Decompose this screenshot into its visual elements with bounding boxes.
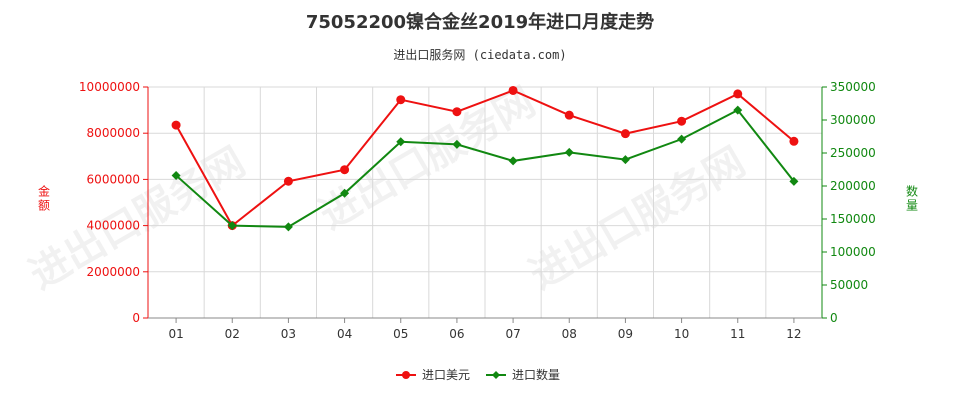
data-point[interactable] [396,137,406,147]
data-point[interactable] [340,188,350,198]
legend-label: 进口美元 [422,368,470,382]
data-point[interactable] [508,156,518,166]
left-axis-title: 金额 [38,184,50,213]
data-point[interactable] [396,95,406,105]
left-axis-tick-label: 10000000 [79,80,140,94]
right-axis-tick-label: 100000 [830,245,876,259]
x-axis-tick-label: 01 [168,327,183,341]
right-axis-tick-label: 300000 [830,113,876,127]
data-point[interactable] [677,116,687,126]
data-point[interactable] [733,105,743,115]
left-axis-tick-label: 4000000 [87,219,140,233]
right-axis-tick-label: 50000 [830,278,868,292]
series-1 [171,85,799,231]
grid-lines [148,86,822,318]
right-axis-tick-label: 150000 [830,212,876,226]
data-point[interactable] [677,134,687,144]
x-axis-tick-label: 10 [674,327,689,341]
data-point[interactable] [789,136,799,146]
series-line [175,89,795,228]
series-layer [171,85,799,232]
right-axis-title: 数量 [906,184,918,213]
x-axis-tick-label: 03 [281,327,296,341]
left-axis-tick-label: 0 [132,311,140,325]
data-point[interactable] [620,129,630,139]
x-axis-tick-label: 11 [730,327,745,341]
x-axis-tick-label: 05 [393,327,408,341]
chart-subtitle: 进出口服务网 (ciedata.com) [393,48,567,62]
x-axis-tick-label: 12 [786,327,801,341]
left-axis-tick-label: 6000000 [87,172,140,186]
legend-marker [402,371,410,379]
legend-label: 进口数量 [512,367,560,382]
data-point[interactable] [789,176,799,186]
data-point[interactable] [227,221,237,231]
x-axis-tick-label: 02 [225,327,240,341]
right-axis-tick-label: 350000 [830,80,876,94]
data-point[interactable] [564,147,574,157]
legend-item[interactable]: 进口美元 [396,368,470,382]
legend-marker [492,371,500,379]
x-axis-tick-label: 04 [337,327,352,341]
data-point[interactable] [733,89,743,99]
right-axis-tick-label: 250000 [830,146,876,160]
legend[interactable]: 进口美元 进口数量 [396,367,560,382]
right-axis-tick-label: 200000 [830,179,876,193]
data-point[interactable] [452,107,462,117]
axes: 0200000040000006000000800000010000000050… [38,80,918,341]
series-2 [171,105,799,232]
watermark-text: 进出口服务网 [522,139,753,299]
data-point[interactable] [283,222,293,232]
data-point[interactable] [171,120,181,130]
data-point[interactable] [452,139,462,149]
series-line [175,108,795,228]
data-point[interactable] [283,176,293,186]
x-axis-tick-label: 09 [618,327,633,341]
data-point[interactable] [620,155,630,165]
data-point[interactable] [171,170,181,180]
left-axis-tick-label: 8000000 [87,126,140,140]
x-axis-tick-label: 07 [505,327,520,341]
data-point[interactable] [564,110,574,120]
data-point[interactable] [340,165,350,175]
chart-title: 75052200镍合金丝2019年进口月度走势 [305,12,655,33]
legend-item[interactable]: 进口数量 [486,367,560,382]
data-point[interactable] [508,85,518,95]
x-axis-tick-label: 08 [562,327,577,341]
x-axis-tick-label: 06 [449,327,464,341]
left-axis-tick-label: 2000000 [87,265,140,279]
right-axis-tick-label: 0 [830,311,838,325]
